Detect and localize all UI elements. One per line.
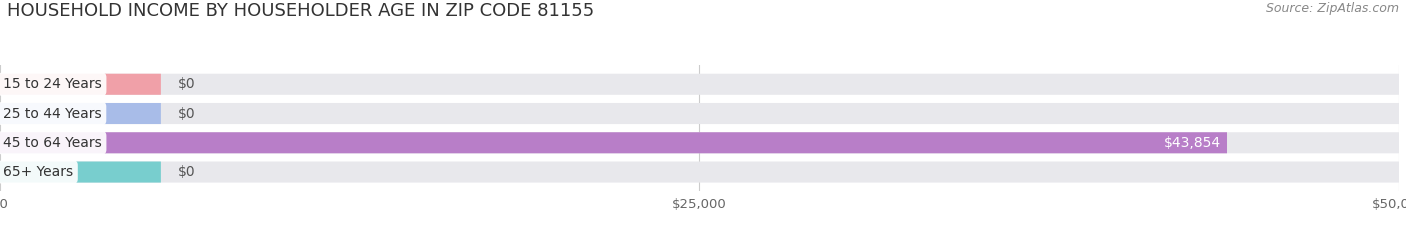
Text: $0: $0 bbox=[177, 165, 195, 179]
Text: $0: $0 bbox=[177, 106, 195, 120]
FancyBboxPatch shape bbox=[0, 103, 1399, 124]
FancyBboxPatch shape bbox=[0, 74, 1399, 95]
Text: $0: $0 bbox=[177, 77, 195, 91]
FancyBboxPatch shape bbox=[0, 161, 160, 183]
FancyBboxPatch shape bbox=[0, 103, 160, 124]
Text: HOUSEHOLD INCOME BY HOUSEHOLDER AGE IN ZIP CODE 81155: HOUSEHOLD INCOME BY HOUSEHOLDER AGE IN Z… bbox=[7, 2, 595, 20]
FancyBboxPatch shape bbox=[0, 74, 160, 95]
Text: $43,854: $43,854 bbox=[1164, 136, 1222, 150]
Text: 15 to 24 Years: 15 to 24 Years bbox=[3, 77, 101, 91]
FancyBboxPatch shape bbox=[0, 132, 1227, 153]
Text: 45 to 64 Years: 45 to 64 Years bbox=[3, 136, 101, 150]
Text: 25 to 44 Years: 25 to 44 Years bbox=[3, 106, 101, 120]
FancyBboxPatch shape bbox=[0, 161, 1399, 183]
Text: 65+ Years: 65+ Years bbox=[3, 165, 73, 179]
Text: Source: ZipAtlas.com: Source: ZipAtlas.com bbox=[1265, 2, 1399, 15]
FancyBboxPatch shape bbox=[0, 132, 1399, 153]
